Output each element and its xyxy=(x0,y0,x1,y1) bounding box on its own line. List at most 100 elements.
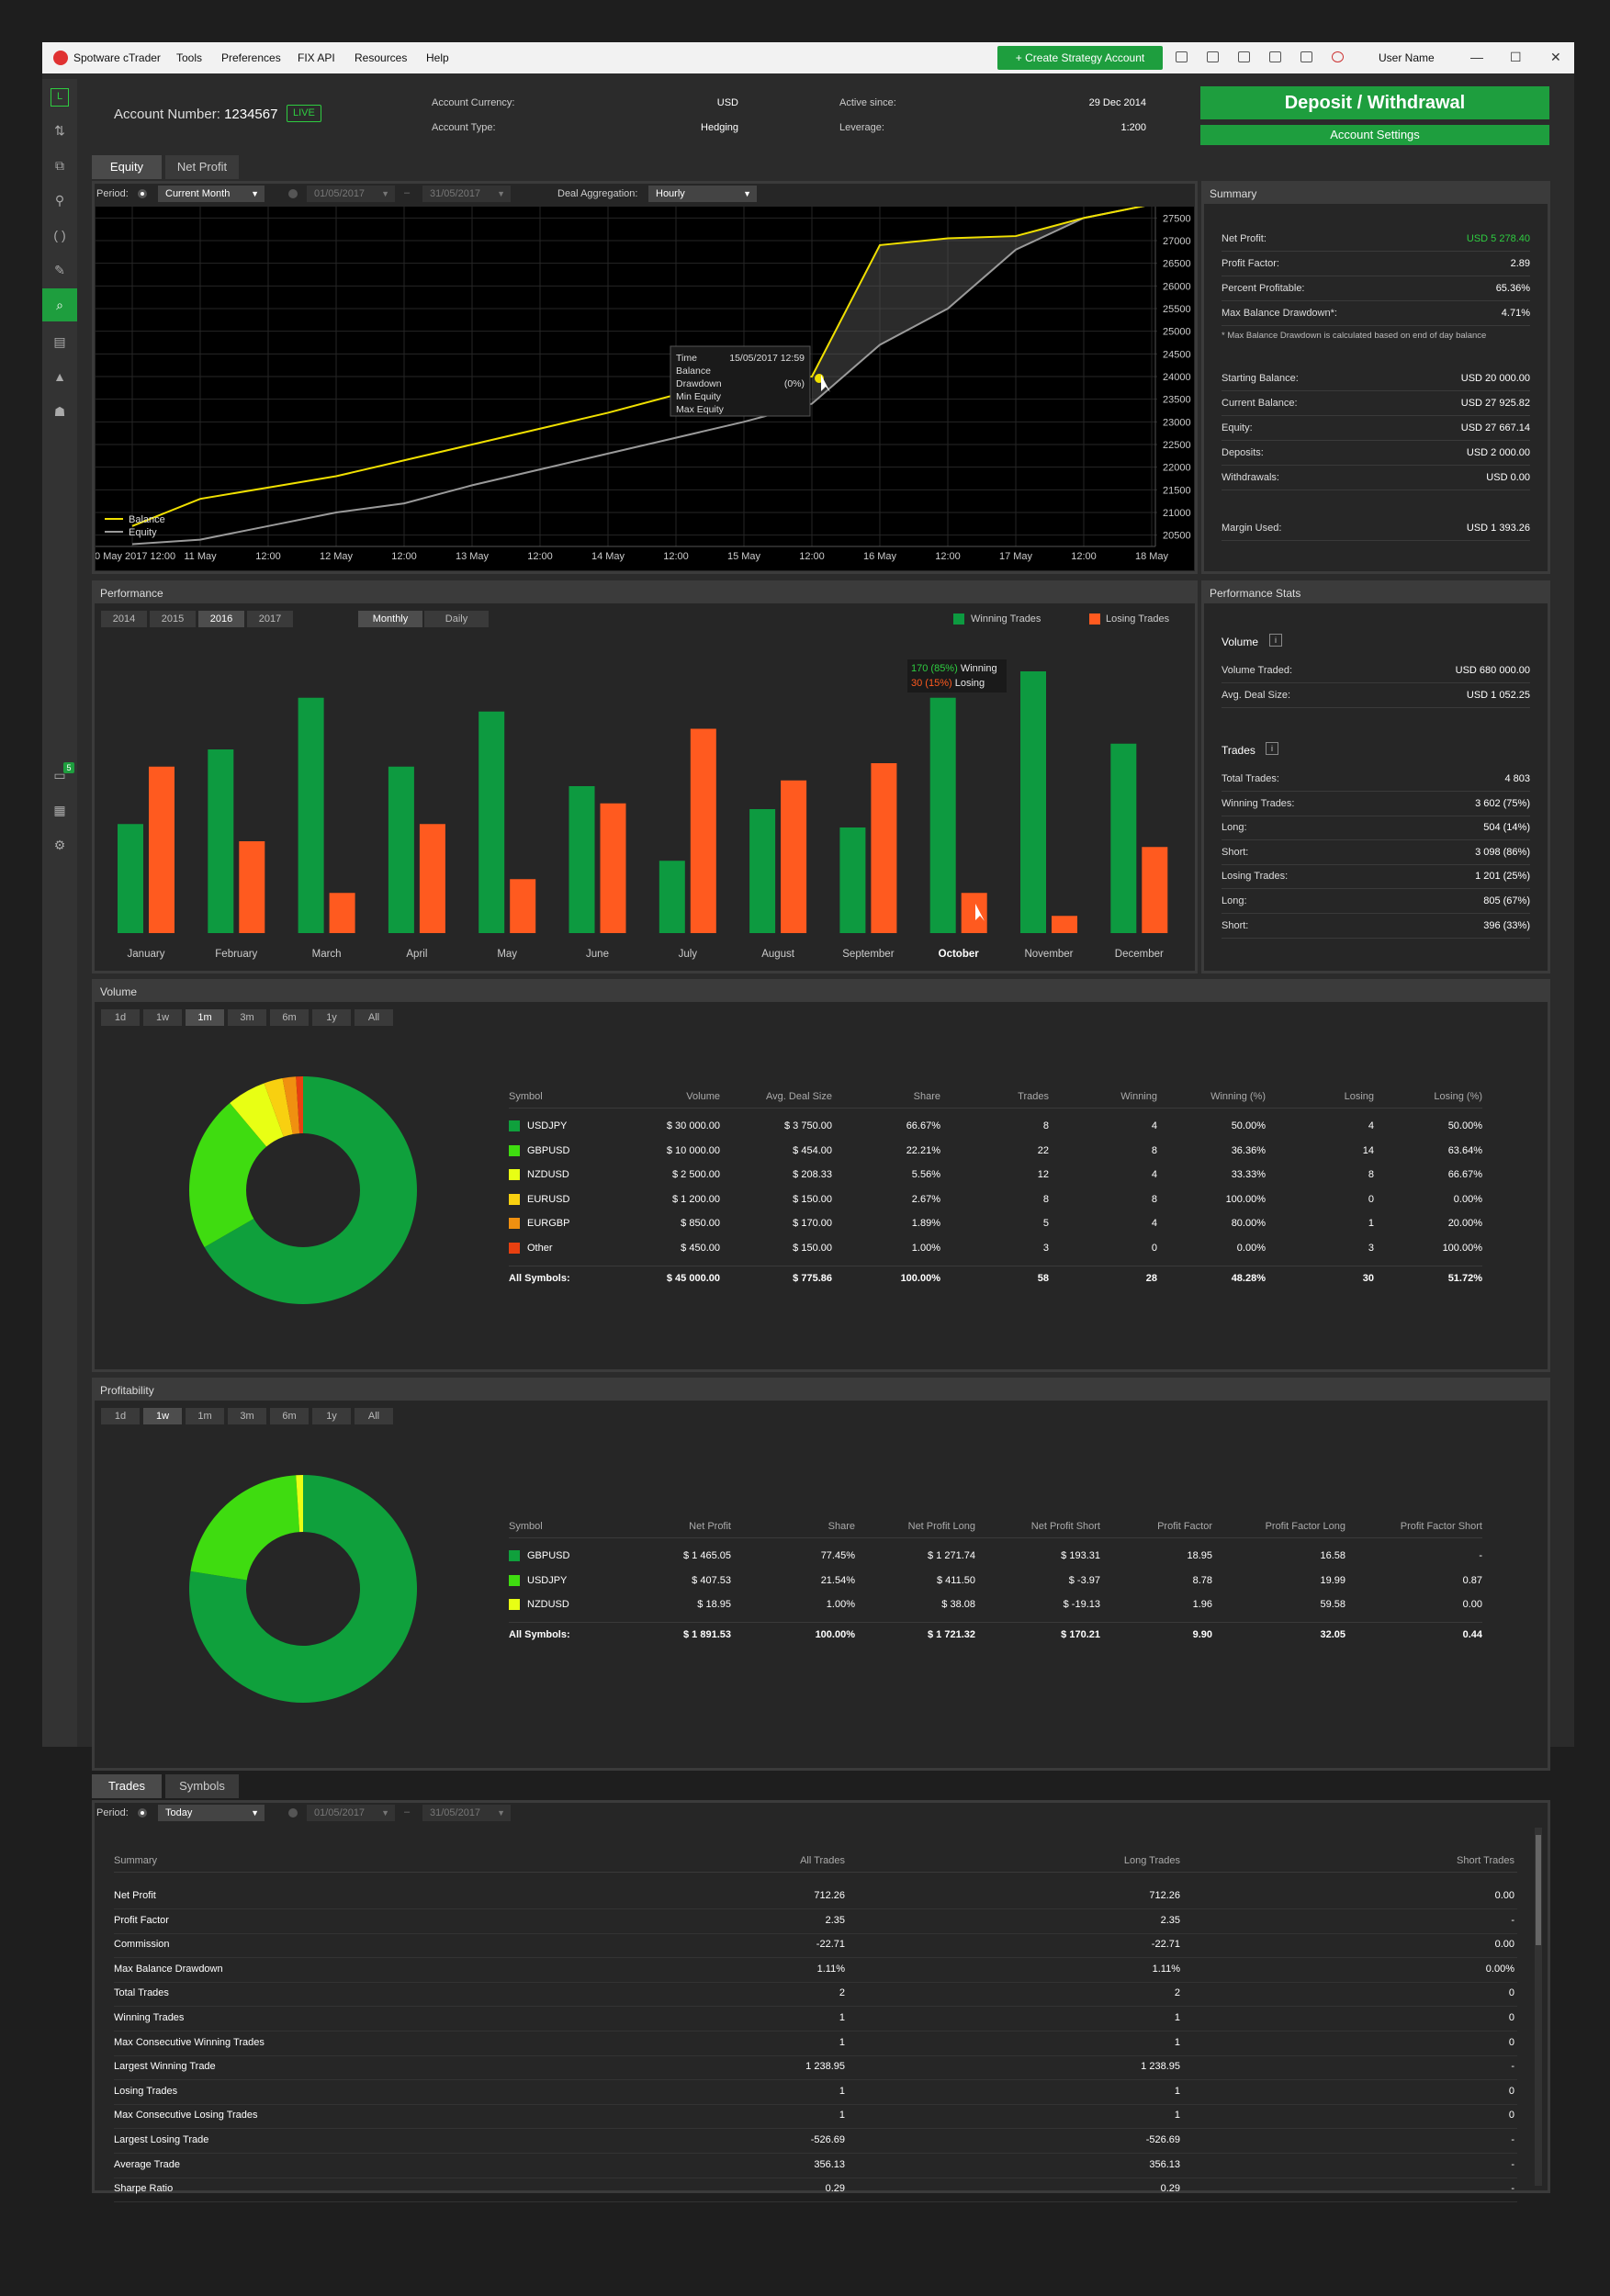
volume-donut-chart[interactable] xyxy=(184,1071,422,1310)
range-button-all[interactable]: All xyxy=(355,1009,393,1026)
trades-date-from-field[interactable]: 01/05/2017 ▼ xyxy=(307,1805,395,1821)
range-button-6m[interactable]: 6m xyxy=(270,1009,309,1026)
period-radio-preset[interactable] xyxy=(138,189,147,198)
range-button-3m[interactable]: 3m xyxy=(228,1408,266,1424)
year-button-2016[interactable]: 2016 xyxy=(198,611,244,627)
menu-fix-api[interactable]: FIX API xyxy=(298,51,335,64)
range-button-all[interactable]: All xyxy=(355,1408,393,1424)
range-button-1y[interactable]: 1y xyxy=(312,1408,351,1424)
column-header[interactable]: Summary xyxy=(114,1855,158,1866)
bar-winning[interactable] xyxy=(208,749,234,933)
pie-slice-other[interactable] xyxy=(296,1076,303,1134)
pie-slice-eurgbp[interactable] xyxy=(282,1076,300,1135)
bar-losing[interactable] xyxy=(690,728,716,934)
bar-losing[interactable] xyxy=(329,893,355,933)
column-header[interactable]: Short Trades xyxy=(1457,1855,1514,1866)
column-header[interactable]: Winning xyxy=(1120,1091,1157,1102)
performance-chart[interactable]: January February March April May June July Augu… xyxy=(96,634,1194,970)
menu-tools[interactable]: Tools xyxy=(176,51,203,64)
deposit-withdrawal-button[interactable]: Deposit / Withdrawal xyxy=(1200,86,1549,119)
column-header[interactable]: Profit Factor Long xyxy=(1265,1521,1345,1532)
trade-icon[interactable]: ⇅ xyxy=(54,123,65,138)
pie-slice-gbpusd[interactable] xyxy=(189,1103,267,1247)
period-radio-custom[interactable] xyxy=(288,189,298,198)
terminal-icon[interactable]: ▦ xyxy=(53,803,66,817)
year-button-2015[interactable]: 2015 xyxy=(150,611,196,627)
layout-icon[interactable] xyxy=(1176,51,1188,62)
column-header[interactable]: Symbol xyxy=(509,1091,543,1102)
mode-button-monthly[interactable]: Monthly xyxy=(358,611,422,627)
range-button-1y[interactable]: 1y xyxy=(312,1009,351,1026)
column-header[interactable]: Avg. Deal Size xyxy=(766,1091,832,1102)
pen-icon[interactable]: ✎ xyxy=(54,263,65,277)
profitability-donut-chart[interactable] xyxy=(184,1469,422,1708)
trades-period-radio-custom[interactable] xyxy=(288,1808,298,1818)
bar-winning[interactable] xyxy=(569,786,595,933)
community-icon[interactable]: ☗ xyxy=(53,404,66,419)
pie-slice-gbpusd[interactable] xyxy=(189,1475,417,1703)
code-icon[interactable]: ( ) xyxy=(53,228,66,242)
settings-icon[interactable]: ⚙ xyxy=(53,838,66,852)
range-button-1m[interactable]: 1m xyxy=(186,1408,224,1424)
bar-losing[interactable] xyxy=(239,841,265,933)
minimize-icon[interactable]: — xyxy=(1470,50,1483,64)
account-settings-button[interactable]: Account Settings xyxy=(1200,125,1549,145)
date-from-field[interactable]: 01/05/2017 ▼ xyxy=(307,186,395,202)
info-icon[interactable]: i xyxy=(1269,634,1282,647)
sidebar-logo-icon[interactable]: L xyxy=(51,88,69,107)
bar-losing[interactable] xyxy=(1142,847,1168,933)
column-header[interactable]: Share xyxy=(913,1091,940,1102)
bar-losing[interactable] xyxy=(510,879,536,933)
bar-winning[interactable] xyxy=(1110,743,1137,933)
sound-icon[interactable] xyxy=(1269,51,1281,62)
column-header[interactable]: Losing xyxy=(1344,1091,1374,1102)
period-select[interactable]: Current Month ▼ xyxy=(158,186,265,202)
pie-slice-usdjpy[interactable] xyxy=(204,1076,417,1304)
bar-winning[interactable] xyxy=(388,766,414,933)
bar-losing[interactable] xyxy=(1052,916,1077,933)
menu-help[interactable]: Help xyxy=(426,51,449,64)
trades-scrollbar-thumb[interactable] xyxy=(1536,1835,1541,1945)
column-header[interactable]: Net Profit xyxy=(689,1521,731,1532)
range-button-1d[interactable]: 1d xyxy=(101,1408,140,1424)
copy-icon[interactable]: ⧉ xyxy=(55,158,64,173)
bar-winning[interactable] xyxy=(749,809,776,933)
bar-winning[interactable] xyxy=(478,711,505,933)
bar-winning[interactable] xyxy=(659,861,685,933)
maximize-icon[interactable]: ☐ xyxy=(1510,50,1522,64)
pin-icon[interactable]: ⚲ xyxy=(54,193,65,208)
language-flag-icon[interactable] xyxy=(1332,51,1344,62)
range-button-6m[interactable]: 6m xyxy=(270,1408,309,1424)
info-icon[interactable]: i xyxy=(1266,742,1278,755)
column-header[interactable]: Losing (%) xyxy=(1434,1091,1482,1102)
bar-losing[interactable] xyxy=(871,763,897,933)
equity-chart[interactable]: 10 May 2017 12:00 11 May 12:00 12 May 12:00 1… xyxy=(96,207,1194,570)
news-icon[interactable]: ▤ xyxy=(53,334,66,349)
range-button-3m[interactable]: 3m xyxy=(228,1009,266,1026)
trades-period-radio-preset[interactable] xyxy=(138,1808,147,1818)
bar-winning[interactable] xyxy=(1020,671,1046,933)
year-button-2014[interactable]: 2014 xyxy=(101,611,147,627)
bar-losing[interactable] xyxy=(419,824,445,933)
column-header[interactable]: Share xyxy=(828,1521,855,1532)
bar-winning[interactable] xyxy=(839,827,866,933)
column-header[interactable]: Winning (%) xyxy=(1210,1091,1266,1102)
bar-losing[interactable] xyxy=(781,780,807,933)
column-header[interactable]: All Trades xyxy=(800,1855,845,1866)
range-button-1w[interactable]: 1w xyxy=(143,1009,182,1026)
column-header[interactable]: Profit Factor xyxy=(1157,1521,1212,1532)
bar-winning[interactable] xyxy=(929,697,956,933)
tab-equity[interactable]: Equity xyxy=(92,155,162,179)
bar-winning[interactable] xyxy=(118,824,143,933)
year-button-2017[interactable]: 2017 xyxy=(247,611,293,627)
education-icon[interactable]: ▲ xyxy=(53,369,66,384)
column-header[interactable]: Symbol xyxy=(509,1521,543,1532)
trades-scrollbar[interactable] xyxy=(1535,1828,1542,2186)
column-header[interactable]: Trades xyxy=(1018,1091,1049,1102)
column-header[interactable]: Net Profit Long xyxy=(907,1521,975,1532)
deal-aggregation-select[interactable]: Hourly ▼ xyxy=(648,186,757,202)
menu-preferences[interactable]: Preferences xyxy=(221,51,281,64)
bar-losing[interactable] xyxy=(149,766,175,933)
trades-date-to-field[interactable]: 31/05/2017 ▼ xyxy=(422,1805,511,1821)
column-header[interactable]: Long Trades xyxy=(1123,1855,1180,1866)
